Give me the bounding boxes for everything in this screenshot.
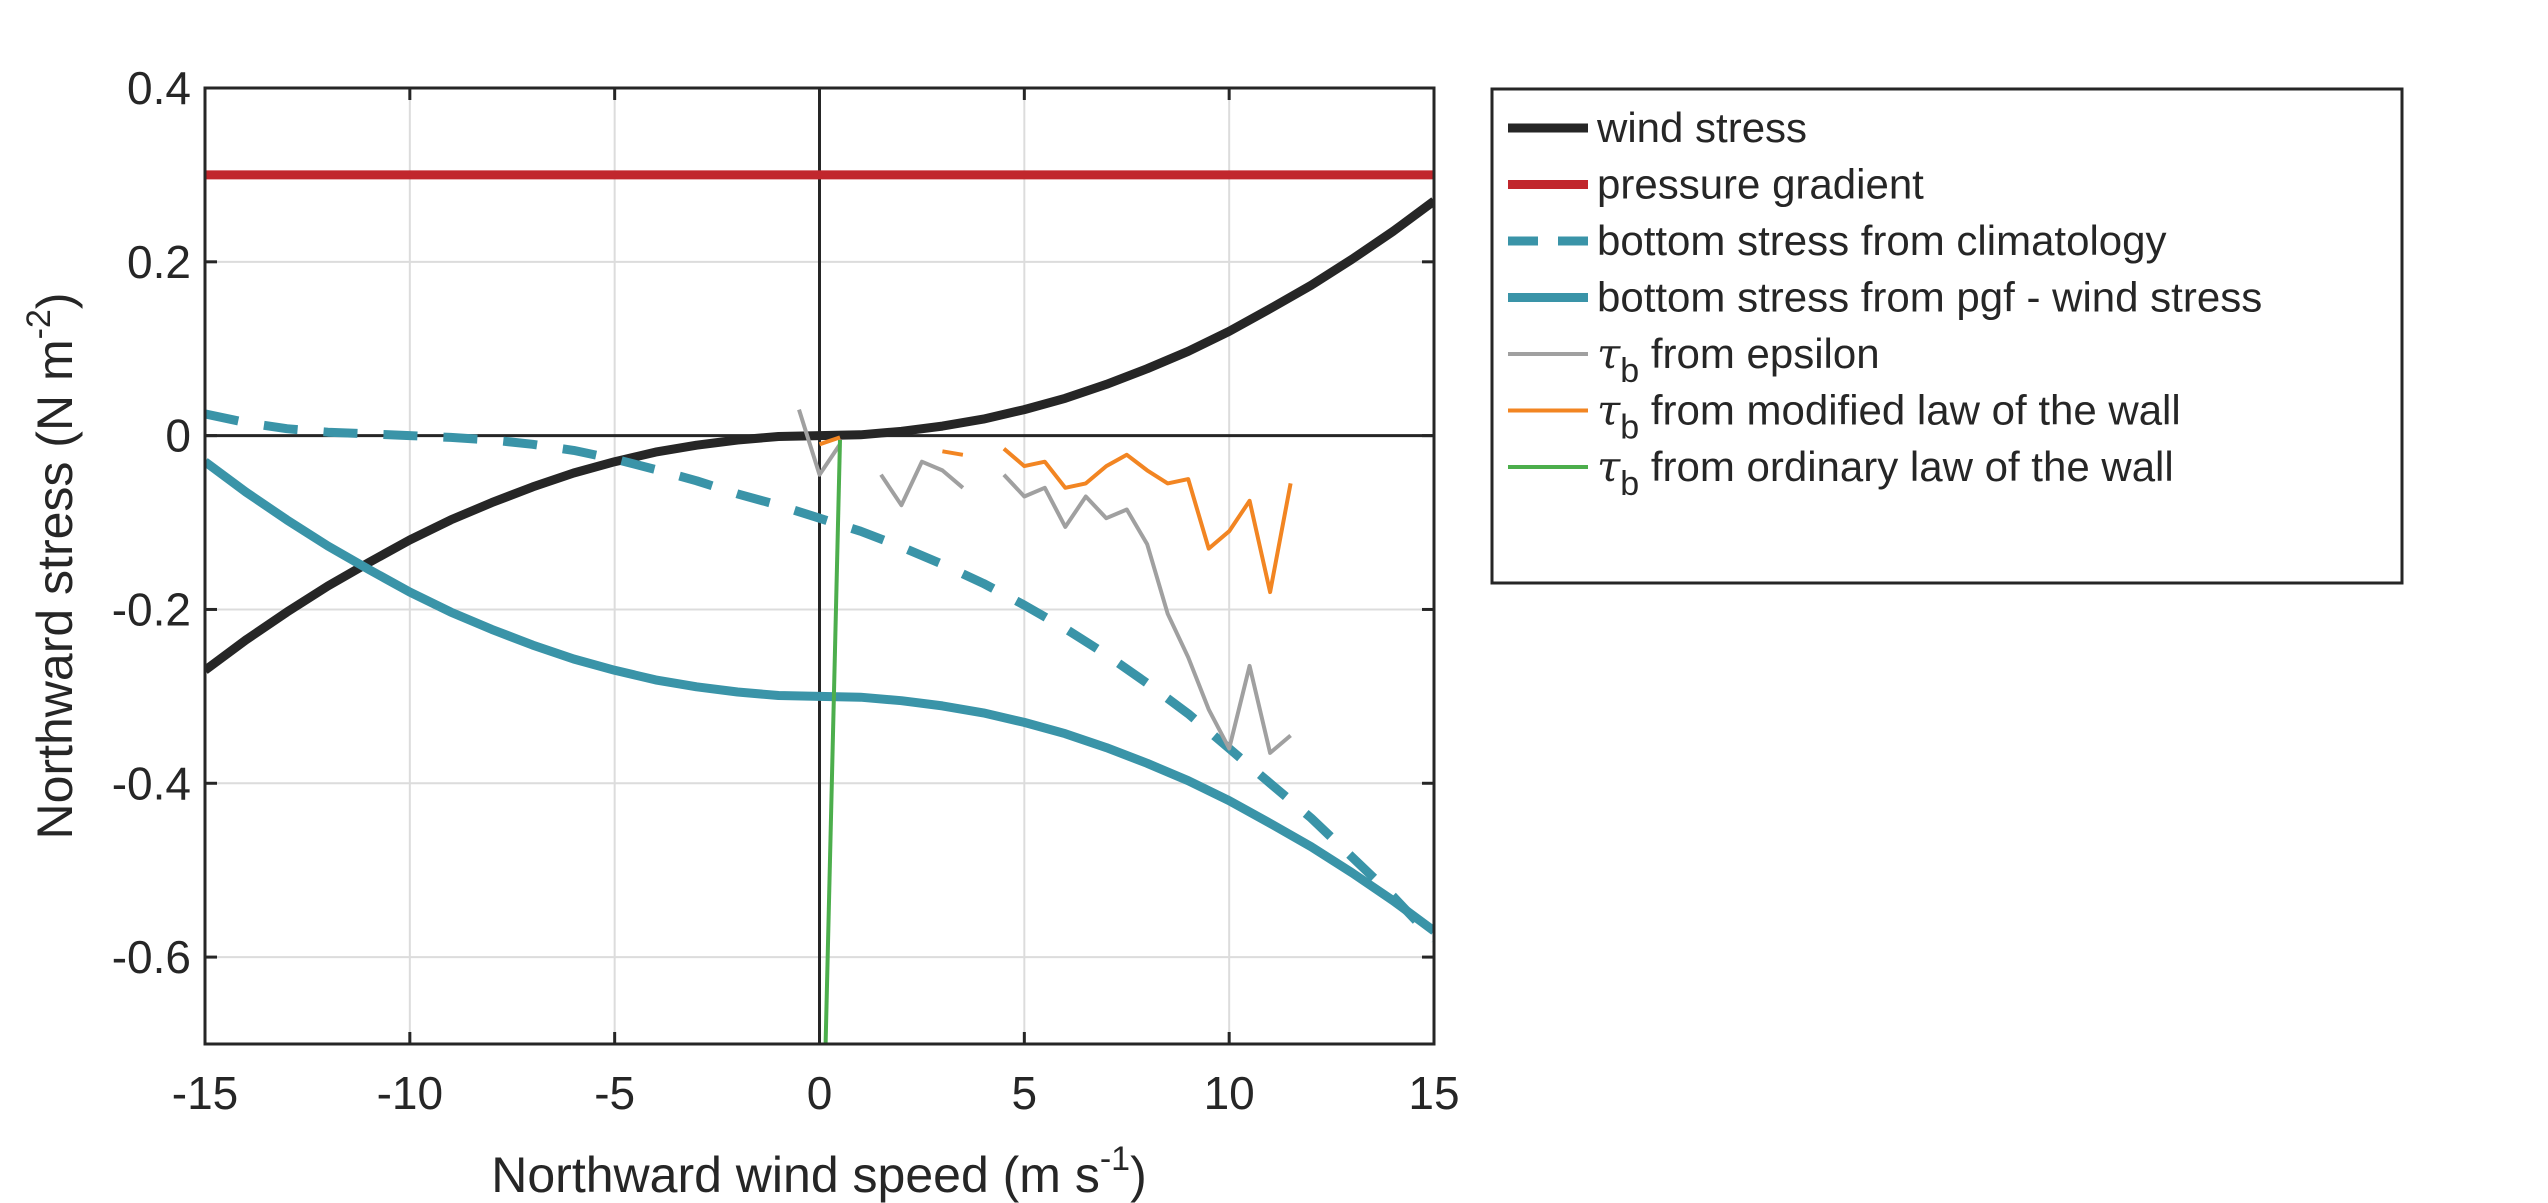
y-axis-title-superscript: -2: [20, 309, 58, 339]
y-axis-title-end: ): [27, 293, 83, 310]
y-tick-label: -0.4: [112, 757, 191, 809]
ticks: [203, 86, 1436, 1044]
legend-label: pressure gradient: [1597, 161, 1924, 208]
legend-label: τb from ordinary law of the wall: [1597, 442, 2174, 503]
y-tick-label: -0.6: [112, 931, 191, 983]
x-axis-title-superscript: -1: [1100, 1140, 1130, 1178]
series-layer: [205, 170, 1434, 1044]
x-tick-label: -15: [172, 1067, 238, 1119]
y-tick-label: -0.2: [112, 583, 191, 635]
y-axis-title: Northward stress (N m-2): [20, 293, 83, 840]
legend-label: wind stress: [1596, 104, 1807, 151]
legend-label: τb from epsilon: [1597, 329, 1880, 390]
series-line-bottom-stress-from-pgf-wind-stress: [205, 458, 1434, 935]
x-tick-labels: -15 -10 -5 0 5 10 15: [172, 1067, 1460, 1119]
legend-label: bottom stress from climatology: [1597, 217, 2167, 264]
legend-label: τb from modified law of the wall: [1597, 386, 2181, 447]
x-tick-label: 15: [1408, 1067, 1459, 1119]
series-line-tau-b-from-ordinary-law-of-the-wall: [823, 439, 842, 1044]
x-axis-title-main: Northward wind speed (m s: [491, 1147, 1100, 1203]
y-tick-label: 0: [165, 410, 191, 462]
series-line-wind-stress: [205, 197, 1434, 674]
legend: wind stress pressure gradient bottom stres…: [1490, 87, 2404, 585]
legend-label: bottom stress from pgf - wind stress: [1597, 274, 2262, 321]
x-axis-title: Northward wind speed (m s-1): [491, 1140, 1146, 1203]
legend-box: [1490, 87, 2404, 585]
x-tick-label: -5: [594, 1067, 635, 1119]
x-tick-label: 5: [1012, 1067, 1038, 1119]
x-axis-title-end: ): [1130, 1147, 1147, 1203]
y-tick-labels: 0.4 0.2 0 -0.2 -0.4 -0.6: [112, 62, 191, 983]
x-tick-label: 10: [1204, 1067, 1255, 1119]
x-tick-label: -10: [377, 1067, 443, 1119]
y-axis-title-main: Northward stress (N m: [27, 339, 83, 839]
x-tick-label: 0: [807, 1067, 833, 1119]
y-tick-label: 0.2: [127, 236, 191, 288]
series-line-tau-b-from-epsilon: [797, 408, 1292, 755]
y-tick-label: 0.4: [127, 62, 191, 114]
series-line-tau-b-from-modified-law-of-the-wall: [818, 435, 1293, 595]
